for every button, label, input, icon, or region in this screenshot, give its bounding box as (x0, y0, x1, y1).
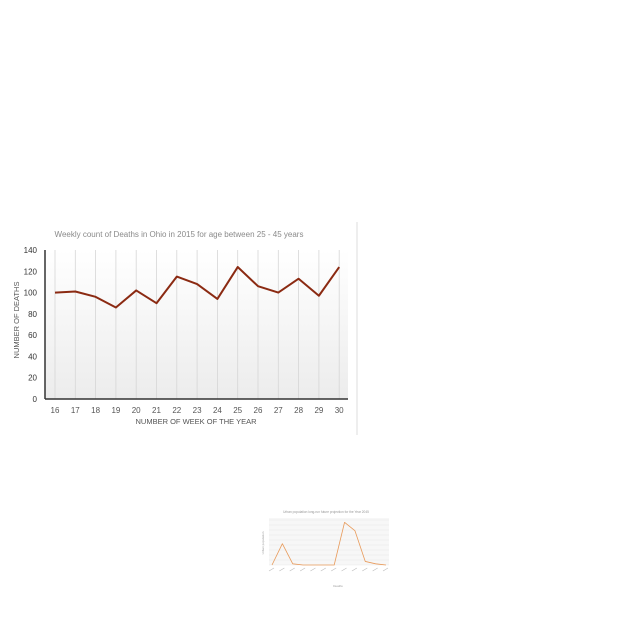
x-tick-label: 30 (335, 406, 344, 415)
thumb-x-tick-labels (268, 567, 389, 572)
thumb-x-tick-label (362, 567, 368, 572)
y-tick-label: 100 (24, 289, 38, 298)
x-tick-label: 26 (254, 406, 263, 415)
y-tick-label: 60 (28, 331, 37, 340)
thumb-x-tick-label (351, 567, 358, 572)
x-tick-label: 21 (152, 406, 161, 415)
series-line (54, 266, 341, 309)
thumb-x-tick-label (310, 567, 316, 572)
vertical-gridlines (54, 250, 340, 399)
thumb-x-tick-label (341, 567, 347, 572)
thumb-x-tick-label (279, 567, 285, 572)
x-axis-title: NUMBER OF WEEK OF THE YEAR (136, 417, 258, 426)
thumb-x-tick-label (382, 567, 389, 572)
thumb-y-axis-title: Urban population (261, 531, 265, 554)
thumb-x-tick-label (320, 567, 326, 572)
deaths-series (54, 266, 341, 309)
x-tick-label: 25 (233, 406, 242, 415)
thumb-x-tick-label (372, 567, 378, 572)
thumb-x-tick-label (299, 567, 306, 572)
x-tick-label: 20 (132, 406, 141, 415)
x-tick-label: 19 (111, 406, 120, 415)
y-tick-label: 20 (28, 374, 37, 383)
y-tick-label: 80 (28, 310, 37, 319)
y-tick-labels: 0 20 40 60 80 100 120 140 (24, 246, 38, 404)
x-tick-label: 23 (193, 406, 202, 415)
y-tick-label: 140 (24, 246, 38, 255)
thumb-x-tick-label (268, 567, 275, 572)
thumb-title: Urban population long-run future project… (283, 510, 369, 514)
x-tick-label: 28 (294, 406, 303, 415)
chart-title: Weekly count of Deaths in Ohio in 2015 f… (55, 230, 304, 239)
y-tick-label: 0 (33, 395, 38, 404)
x-tick-labels: 16 17 18 19 20 21 22 23 24 25 26 27 28 29 30 (51, 406, 345, 415)
y-axis-title: NUMBER OF DEATHS (12, 282, 21, 359)
y-tick-label: 120 (24, 267, 38, 276)
thumb-x-tick-label (331, 567, 337, 572)
thumb-x-tick-label (289, 567, 295, 572)
thumb-x-axis-title: Deaths (333, 584, 343, 588)
x-tick-label: 16 (51, 406, 60, 415)
x-tick-label: 22 (172, 406, 181, 415)
urban-population-series (271, 521, 387, 566)
x-tick-label: 27 (274, 406, 283, 415)
x-tick-label: 17 (71, 406, 80, 415)
thumb-gridlines (269, 519, 389, 566)
x-tick-label: 18 (91, 406, 100, 415)
deaths-line-chart: Weekly count of Deaths in Ohio in 2015 f… (12, 222, 358, 435)
y-tick-label: 40 (28, 352, 37, 361)
urban-population-thumbnail-chart: Urban population long-run future project… (261, 510, 389, 588)
x-tick-label: 24 (213, 406, 222, 415)
x-tick-label: 29 (314, 406, 323, 415)
thumb-series-line (271, 521, 387, 566)
plot-area (45, 250, 348, 399)
